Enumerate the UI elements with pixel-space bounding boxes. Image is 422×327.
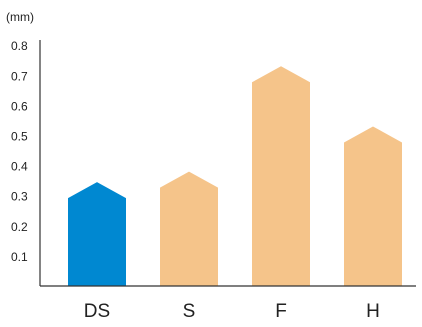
y-tick-label: 0.6: [11, 99, 28, 113]
x-category-label: F: [275, 301, 287, 322]
bar-f: [252, 66, 310, 287]
bar-series: [68, 66, 402, 287]
bar-s: [160, 171, 218, 286]
y-tick-label: 0.1: [11, 250, 28, 264]
x-category-label: DS: [84, 301, 110, 322]
x-category-label: H: [366, 301, 380, 322]
x-category-label: S: [183, 301, 196, 322]
y-tick-label: 0.5: [11, 130, 28, 144]
y-tick-label: 0.7: [11, 69, 28, 83]
y-unit-label: (mm): [6, 10, 34, 24]
bar-h: [344, 126, 402, 286]
y-tick-label: 0.8: [11, 39, 28, 53]
y-tick-label: 0.2: [11, 220, 28, 234]
y-tick-label: 0.3: [11, 190, 28, 204]
y-tick-label: 0.4: [11, 160, 28, 174]
bar-ds: [68, 182, 126, 286]
x-axis-labels: DS S F H: [84, 301, 380, 322]
y-axis-ticks: 0.1 0.2 0.3 0.4 0.5 0.6 0.7 0.8: [11, 39, 28, 264]
